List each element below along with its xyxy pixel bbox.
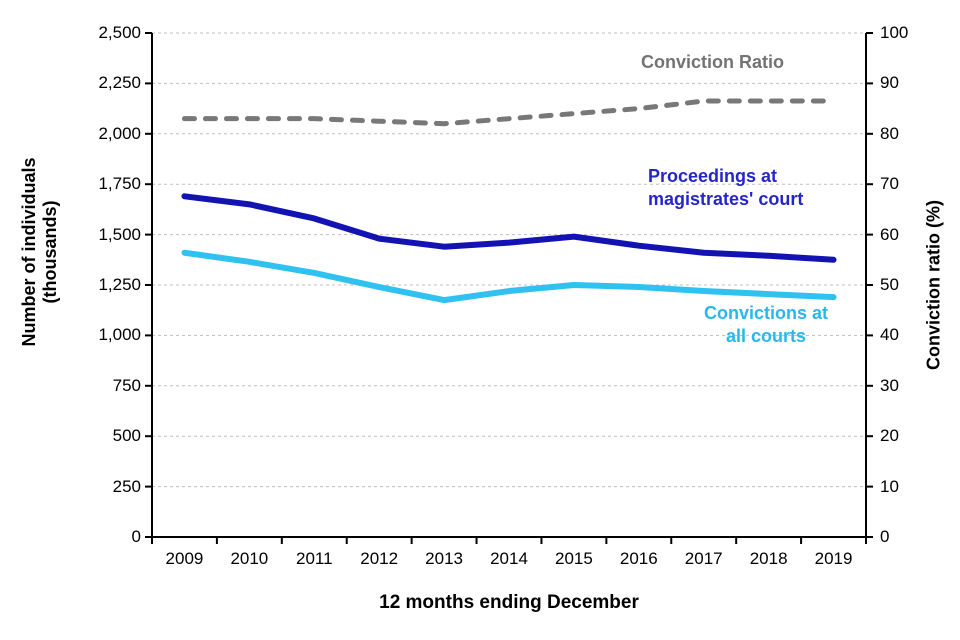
series-label-proceedings-at-magistrates-court: Proceedings at magistrates' court xyxy=(648,166,804,209)
series-line-convictions-at-all-courts xyxy=(181,249,837,304)
right-y-axis-tick-label: 90 xyxy=(880,73,899,93)
left-y-axis-tick-label: 1,500 xyxy=(98,224,141,244)
x-axis-tick-label: 2009 xyxy=(165,549,204,568)
left-y-axis-tick-label: 500 xyxy=(112,426,141,446)
x-axis-tick-label: 2014 xyxy=(490,549,528,568)
x-axis-tick-label: 2016 xyxy=(619,549,658,568)
series-label-convictions-at-all-courts: Convictions at all courts xyxy=(703,303,828,346)
right-y-axis-tick-label: 10 xyxy=(880,476,899,496)
right-y-axis-tick-label: 60 xyxy=(880,224,899,244)
left-y-axis-tick-label: 2,000 xyxy=(98,123,141,143)
x-axis-tick-label: 2017 xyxy=(684,549,723,568)
left-y-axis-tick-label: 2,250 xyxy=(98,73,141,93)
right-y-axis-tick-label: 0 xyxy=(880,527,890,546)
x-axis-title: 12 months ending December xyxy=(379,592,639,613)
x-axis-tick-label: 2015 xyxy=(554,549,593,568)
left-y-axis-tick-label: 1,000 xyxy=(98,325,141,345)
right-y-axis-tick-label: 40 xyxy=(880,325,899,345)
x-axis-tick-label: 2011 xyxy=(295,549,333,568)
left-y-axis-tick-label: 250 xyxy=(112,476,141,496)
x-axis-tick-label: 2019 xyxy=(814,549,853,568)
x-axis-tick-label: 2013 xyxy=(425,549,463,568)
left-y-axis-title: Number of individuals (thousands) xyxy=(19,157,60,347)
right-y-axis-tick-label: 20 xyxy=(880,426,899,446)
series-label-conviction-ratio: Conviction Ratio xyxy=(641,52,784,72)
series-line-proceedings-at-magistrates-court xyxy=(181,193,837,263)
right-y-axis-tick-label: 80 xyxy=(880,123,899,143)
right-y-axis-tick-label: 100 xyxy=(880,23,909,42)
x-axis-tick-label: 2018 xyxy=(749,549,788,568)
x-axis-tick-label: 2012 xyxy=(360,549,399,568)
right-y-axis-tick-label: 70 xyxy=(880,174,899,194)
right-y-axis-tick-label: 50 xyxy=(880,275,899,294)
x-axis-tick-label: 2010 xyxy=(230,549,269,568)
left-y-axis-tick-label: 1,750 xyxy=(98,174,141,194)
right-y-axis-title: Conviction ratio (%) xyxy=(923,200,944,370)
left-y-axis-tick-label: 2,500 xyxy=(98,23,141,42)
left-y-axis-tick-label: 750 xyxy=(112,375,141,395)
series-line-conviction-ratio xyxy=(181,98,837,127)
right-y-axis-tick-label: 30 xyxy=(880,375,899,395)
left-y-axis-tick-label: 0 xyxy=(131,527,141,546)
left-y-axis-tick-label: 1,250 xyxy=(98,275,141,294)
